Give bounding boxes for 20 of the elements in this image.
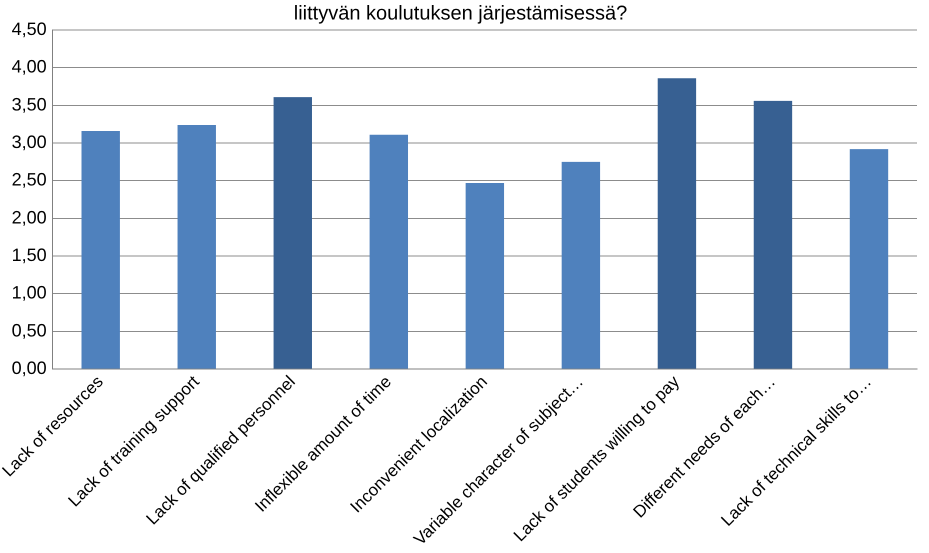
bar <box>658 78 696 369</box>
y-tick-label: 1,00 <box>12 282 47 303</box>
y-tick-label: 2,00 <box>12 207 47 228</box>
y-tick-label: 1,50 <box>12 245 47 266</box>
bar <box>370 134 408 369</box>
bar <box>466 182 504 369</box>
y-tick-label: 2,50 <box>12 170 47 190</box>
y-tick-label: 4,50 <box>12 18 47 39</box>
y-tick-label: 3,00 <box>12 132 47 152</box>
y-tick-label: 4,00 <box>12 56 47 77</box>
chart-title: liittyvän koulutuksen järjestämisessä? <box>294 2 628 25</box>
bar <box>754 100 792 369</box>
y-tick-label: 0,50 <box>12 320 47 340</box>
bar <box>178 124 216 369</box>
bar <box>850 149 888 369</box>
y-tick-label: 3,50 <box>12 94 47 114</box>
bar <box>562 162 600 369</box>
y-tick-label: 0,00 <box>12 358 47 378</box>
bar <box>82 130 120 369</box>
bar <box>274 97 312 369</box>
